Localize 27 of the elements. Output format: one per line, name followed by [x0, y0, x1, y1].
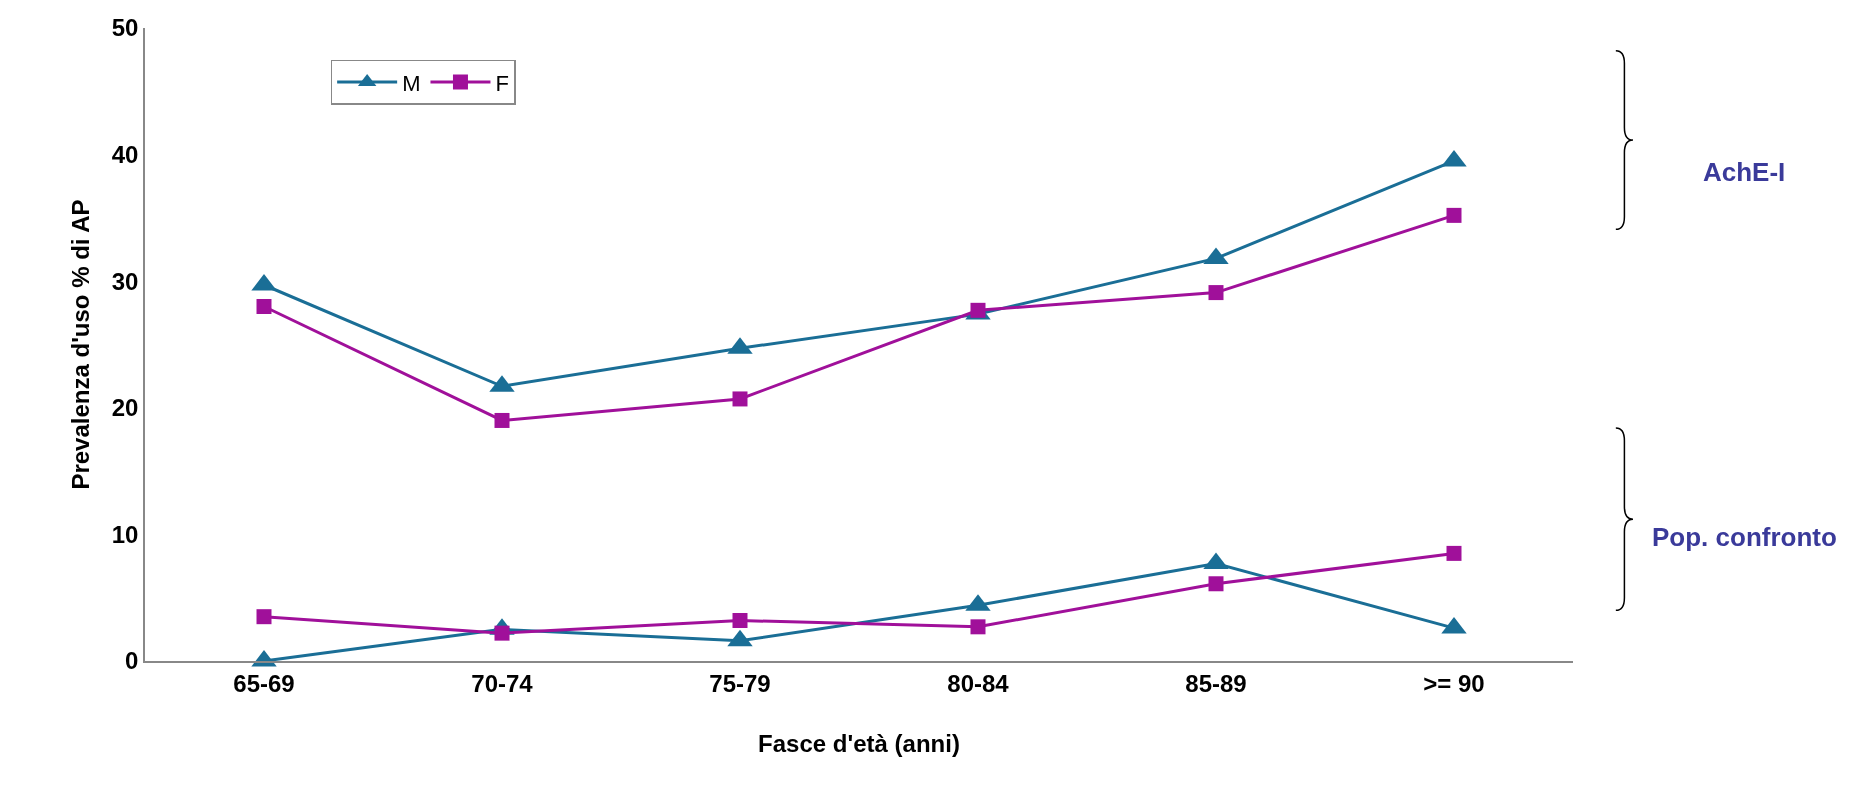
- y-tick-label: 40: [111, 141, 139, 168]
- legend-label: M: [402, 70, 421, 96]
- y-tick-label: 0: [125, 647, 139, 675]
- x-tick-label: 70-74: [471, 669, 534, 697]
- point: [1446, 207, 1462, 223]
- x-tick-label: 80-84: [947, 669, 1010, 697]
- x-tick-label: 65-69: [233, 669, 295, 697]
- y-tick-label: 30: [111, 267, 139, 295]
- legend-label: F: [495, 70, 509, 96]
- x-tick-label: >= 90: [1423, 669, 1485, 697]
- point: [1446, 545, 1462, 561]
- point: [1208, 576, 1224, 592]
- point: [732, 612, 748, 628]
- point: [494, 412, 510, 428]
- point: [970, 619, 986, 635]
- text: Pop. confronto: [1652, 522, 1837, 552]
- x-tick-label: 75-79: [709, 669, 771, 697]
- x-tick-label: 85-89: [1185, 669, 1247, 697]
- point: [256, 609, 272, 625]
- point: [732, 391, 748, 407]
- point: [970, 302, 986, 318]
- y-axis-title: Prevalenza d'uso % di AP: [67, 199, 95, 490]
- y-tick-label: 20: [111, 394, 139, 422]
- y-tick-label: 50: [111, 14, 139, 42]
- text: AchE-I: [1703, 157, 1786, 187]
- y-tick-label: 10: [111, 520, 139, 548]
- x-axis-title: Fasce d'età (anni): [758, 730, 960, 758]
